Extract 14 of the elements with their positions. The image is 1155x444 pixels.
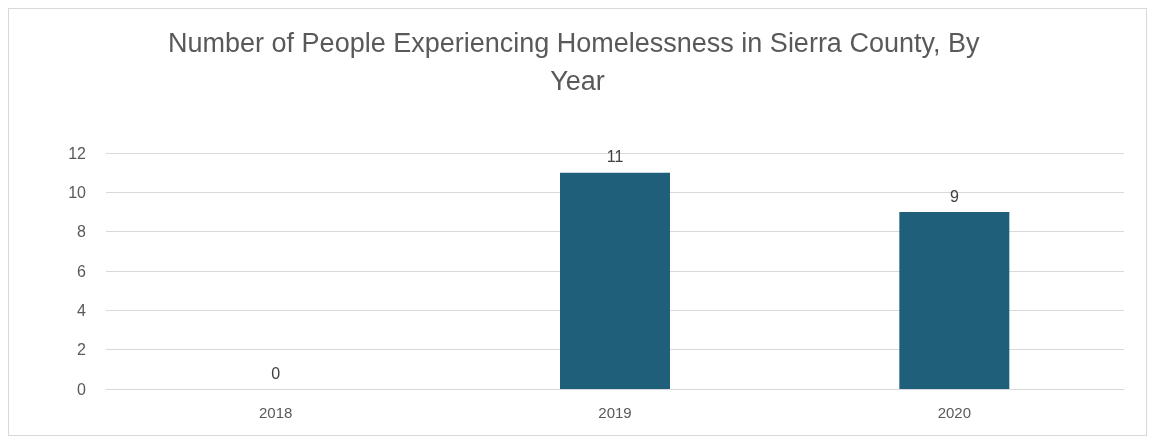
data-label: 0 bbox=[271, 364, 281, 382]
data-label: 9 bbox=[949, 187, 959, 205]
y-tick-label: 2 bbox=[77, 341, 87, 359]
y-tick-label: 0 bbox=[77, 380, 87, 398]
y-tick-label: 8 bbox=[77, 223, 87, 241]
x-tick-label: 2019 bbox=[598, 404, 632, 421]
x-tick-label: 2020 bbox=[937, 404, 972, 421]
x-tick-label: 2018 bbox=[258, 404, 293, 421]
y-tick-label: 12 bbox=[68, 144, 87, 162]
y-tick-label: 4 bbox=[77, 301, 87, 319]
y-tick-label: 10 bbox=[68, 183, 87, 201]
data-label: 11 bbox=[606, 148, 624, 166]
y-tick-label: 6 bbox=[77, 262, 87, 280]
chart-title: Number of People Experiencing Homelessness in Sierra County, By Year bbox=[168, 28, 987, 96]
